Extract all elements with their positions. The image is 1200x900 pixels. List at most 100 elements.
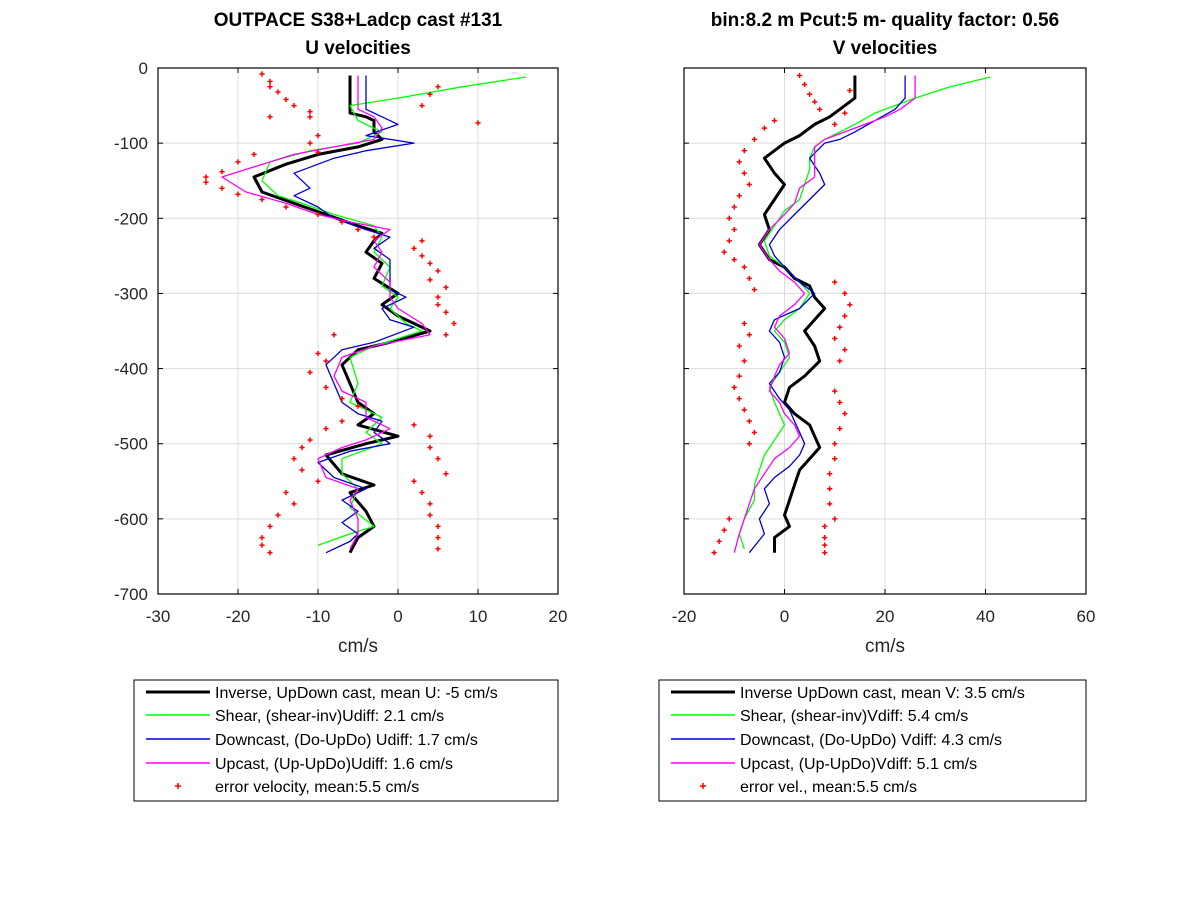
error-velocity-point	[435, 84, 441, 90]
y-tick-label: -700	[114, 585, 148, 604]
error-velocity-point	[807, 91, 813, 97]
error-velocity-point	[741, 264, 747, 270]
error-velocity-point	[832, 335, 838, 342]
error-velocity-point	[837, 399, 843, 405]
error-velocity-point	[435, 535, 441, 541]
series-error-u	[203, 71, 481, 556]
x-tick-label: 0	[393, 607, 402, 626]
legend-entry-inverse-u: Inverse, UpDown cast, mean U: -5 cm/s	[215, 685, 498, 702]
error-velocity-point	[741, 407, 747, 413]
error-velocity-point	[822, 550, 828, 556]
error-velocity-point	[746, 181, 752, 188]
error-velocity-point	[731, 226, 737, 233]
error-velocity-point	[832, 516, 838, 522]
error-velocity-point	[842, 290, 848, 297]
error-velocity-point	[741, 148, 747, 154]
error-velocity-point	[475, 120, 481, 126]
x-tick-label: -20	[226, 607, 251, 626]
error-velocity-point	[307, 108, 313, 115]
error-velocity-point	[847, 87, 853, 94]
error-velocity-point	[761, 125, 767, 131]
series-line-shear-v	[738, 76, 991, 550]
error-velocity-point	[339, 219, 345, 225]
error-velocity-point	[746, 332, 752, 338]
error-velocity-point	[736, 396, 742, 402]
error-velocity-point	[746, 418, 752, 424]
error-velocity-point	[283, 96, 289, 103]
error-velocity-point	[736, 343, 742, 349]
error-velocity-point	[427, 444, 433, 451]
error-velocity-point	[443, 332, 449, 338]
error-velocity-point	[323, 384, 329, 390]
legend-entry-upcast-u: Upcast, (Up-UpDo)Udiff: 1.6 cm/s	[215, 756, 453, 773]
error-velocity-point	[837, 358, 843, 364]
error-velocity-point	[751, 429, 757, 436]
y-tick-label: -600	[114, 510, 148, 529]
error-velocity-point	[832, 121, 838, 127]
error-velocity-point	[832, 279, 838, 285]
error-velocity-point	[711, 550, 717, 556]
error-velocity-point	[267, 84, 273, 90]
error-velocity-point	[267, 114, 273, 120]
legend-box-v	[658, 679, 1087, 802]
error-velocity-point	[746, 275, 752, 281]
error-velocity-point	[741, 320, 747, 327]
error-velocity-point	[283, 489, 289, 496]
error-velocity-point	[822, 535, 828, 541]
x-tick-label: -30	[146, 607, 171, 626]
x-tick-label: 10	[469, 607, 488, 626]
series-error-v	[711, 72, 853, 556]
error-velocity-point	[251, 151, 257, 158]
error-velocity-point	[842, 411, 848, 417]
error-velocity-point	[419, 489, 425, 496]
error-velocity-point	[827, 486, 833, 492]
series-line-downcast-u	[293, 75, 415, 554]
error-velocity-point	[259, 196, 265, 203]
error-velocity-point	[203, 174, 209, 180]
error-velocity-point	[443, 284, 449, 291]
error-velocity-point	[736, 159, 742, 165]
y-tick-label: -400	[114, 360, 148, 379]
y-tick-label: 0	[139, 59, 148, 78]
error-velocity-point	[427, 260, 433, 266]
series-line-upcast-u	[221, 75, 431, 550]
error-velocity-point	[259, 542, 265, 548]
x-axis-label-u: cm/s	[338, 636, 378, 657]
error-velocity-point	[267, 78, 273, 85]
chart-u-velocities: OUTPACE S38+Ladcp cast #131 U velocities…	[114, 10, 567, 802]
error-velocity-point	[746, 441, 752, 447]
series-line-inverse-v	[757, 75, 857, 553]
error-velocity-point	[435, 523, 441, 529]
error-velocity-point	[731, 257, 737, 263]
error-velocity-point	[435, 294, 441, 300]
x-ticks-v: -20 0 20 40 60	[672, 68, 1095, 626]
error-velocity-point	[731, 384, 737, 390]
error-velocity-point	[371, 234, 377, 240]
y-ticks-v	[684, 67, 1086, 595]
error-velocity-point	[847, 302, 853, 308]
error-velocity-point	[307, 114, 313, 120]
legend-u: Inverse, UpDown cast, mean U: -5 cm/s Sh…	[133, 679, 559, 802]
x-tick-label: -10	[306, 607, 331, 626]
error-velocity-point	[837, 426, 843, 432]
error-velocity-point	[275, 512, 281, 518]
error-velocity-point	[736, 373, 742, 379]
error-velocity-point	[411, 422, 417, 428]
error-velocity-point	[315, 211, 321, 218]
chart-subtitle-u: U velocities	[305, 38, 411, 59]
series-line-shear-u	[261, 76, 527, 546]
error-velocity-point	[219, 185, 225, 191]
error-velocity-point	[842, 313, 848, 319]
error-velocity-point	[721, 527, 727, 533]
error-velocity-point	[817, 106, 823, 112]
legend-entry-downcast-v: Downcast, (Do-UpDo) Vdiff: 4.3 cm/s	[740, 732, 1002, 749]
error-velocity-point	[731, 204, 737, 210]
error-velocity-point	[796, 72, 803, 79]
error-velocity-point	[275, 89, 281, 95]
legend-swatch-error-v	[700, 783, 706, 789]
error-velocity-point	[822, 523, 828, 529]
error-velocity-point	[419, 238, 425, 244]
error-velocity-point	[435, 302, 441, 308]
error-velocity-point	[419, 253, 425, 259]
error-velocity-point	[427, 501, 433, 507]
